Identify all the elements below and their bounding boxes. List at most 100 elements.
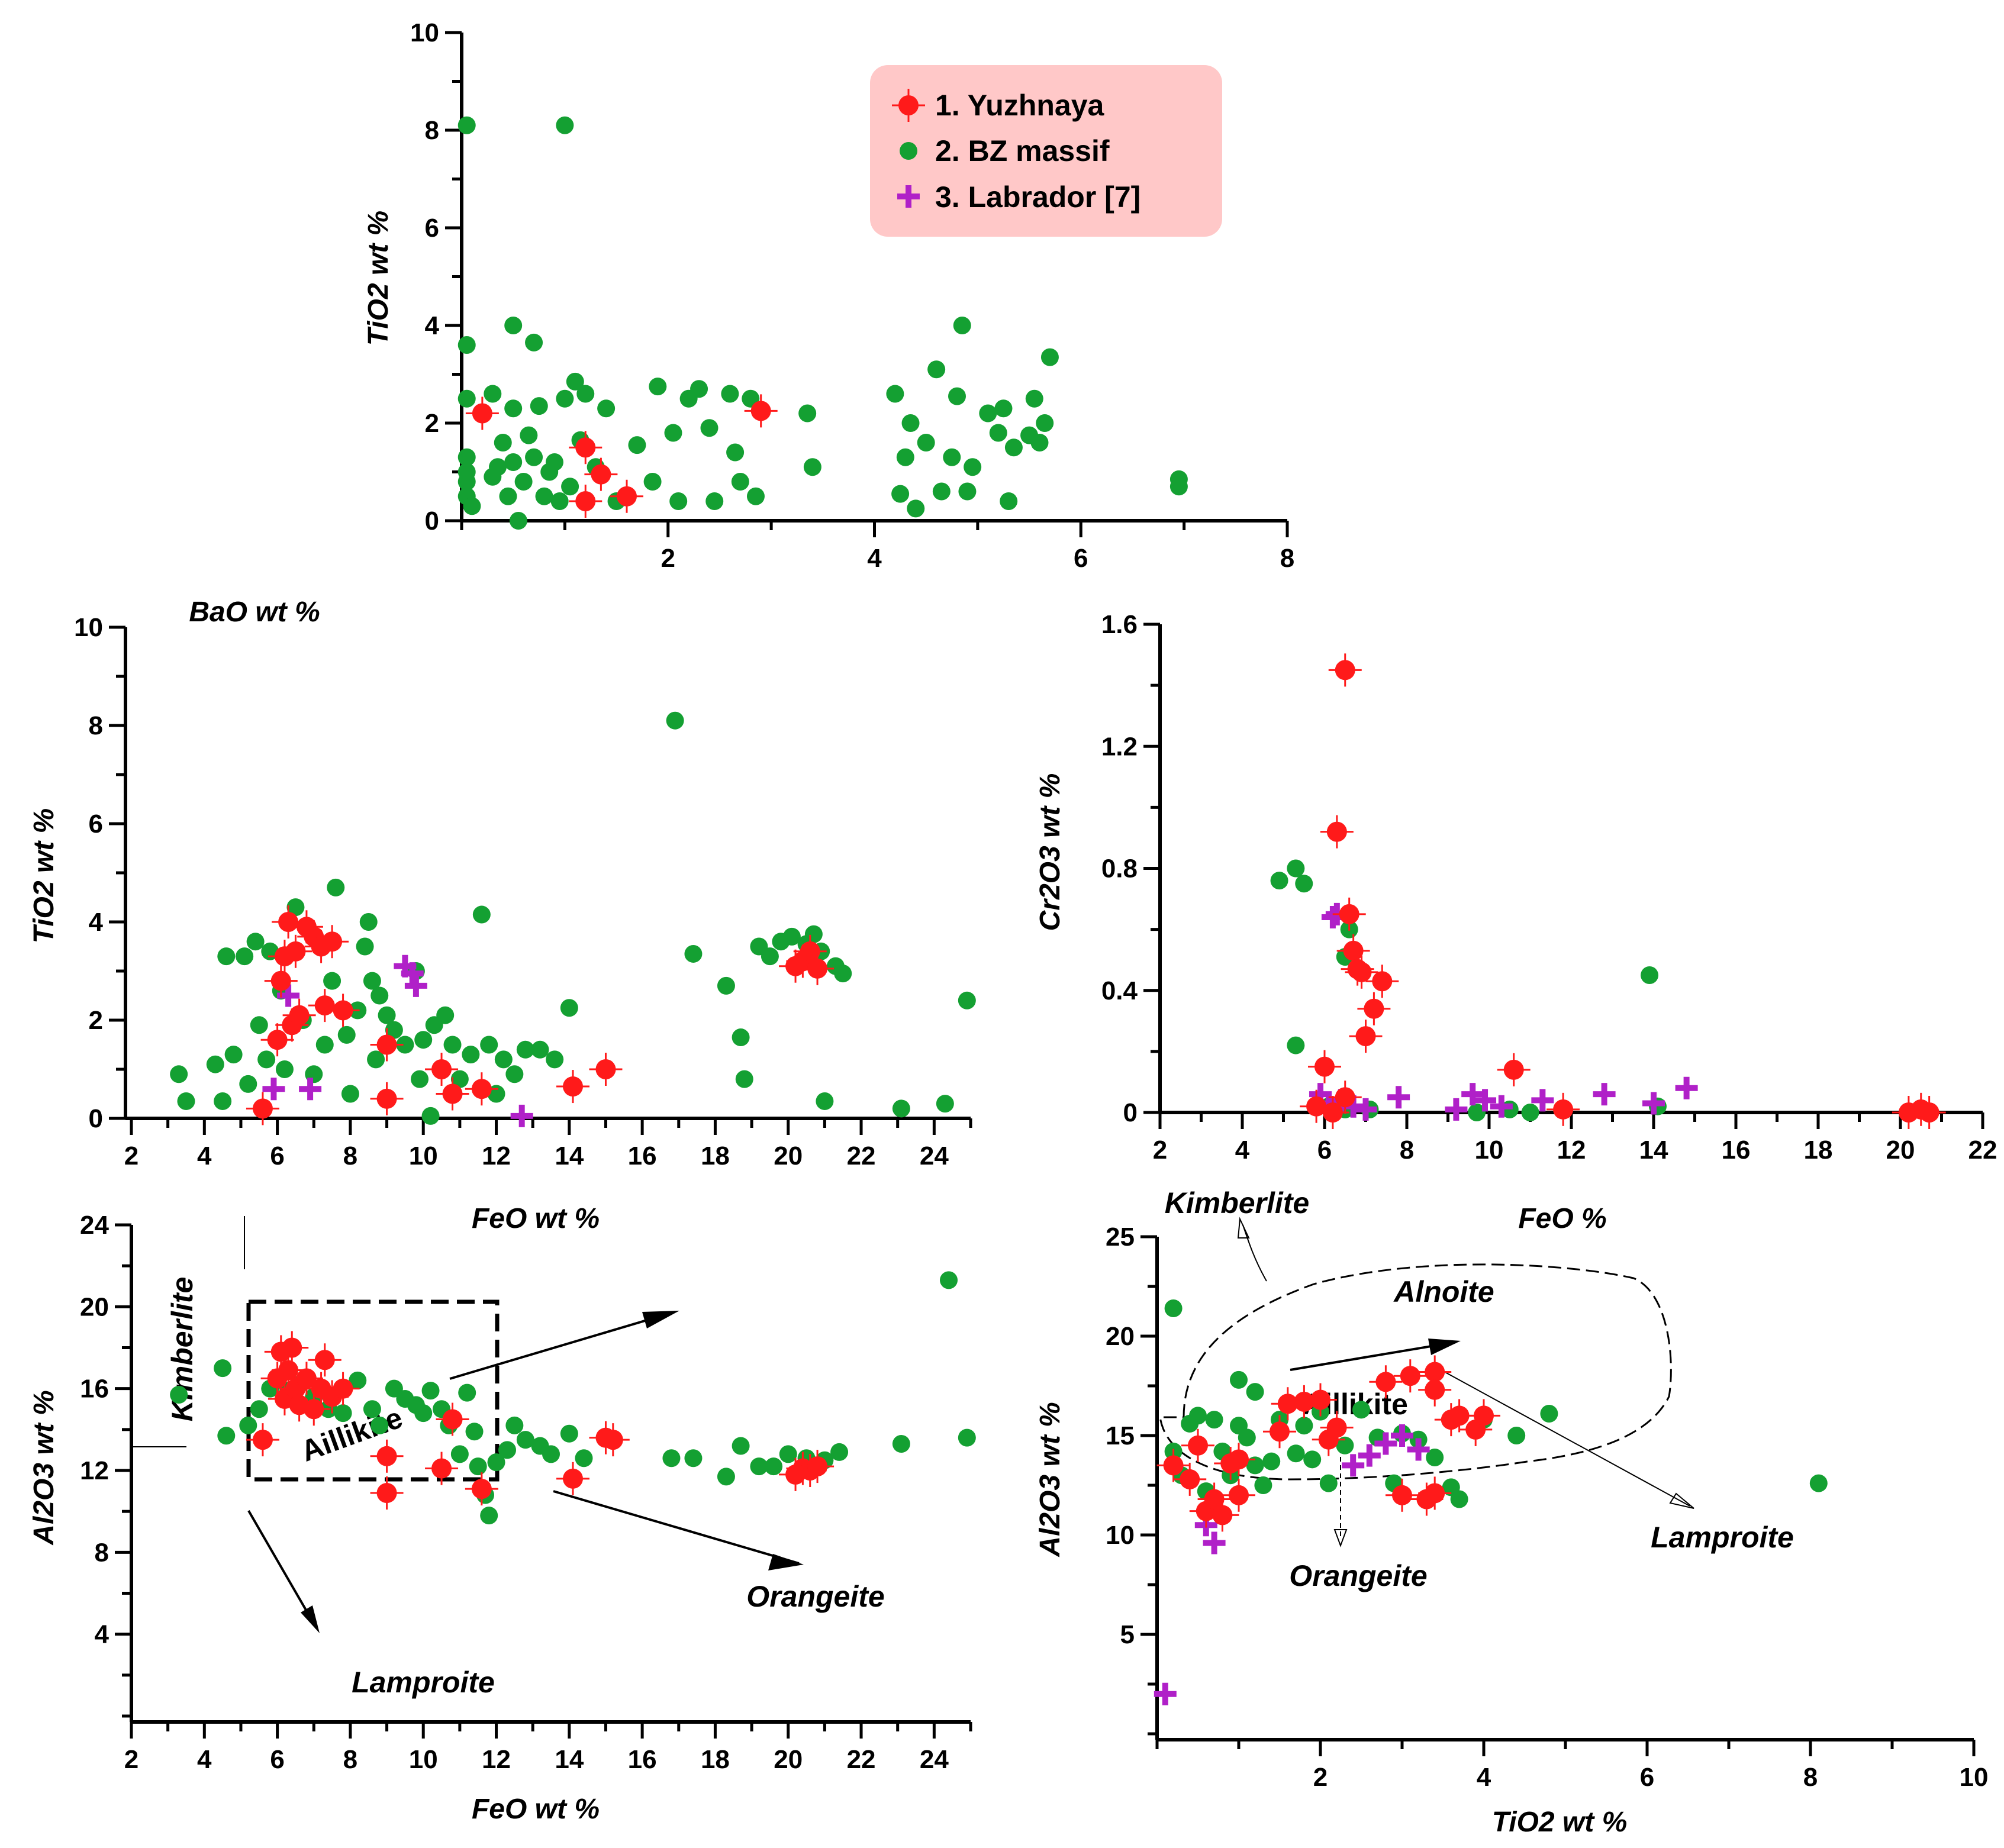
data-point-bz xyxy=(504,317,523,334)
axes: 2 4 6 8 10 5 10 15 20 25 xyxy=(1106,1223,1988,1792)
panel-feo-al2o3: FeO wt % Al2O3 wt % Kimberlite Aillikite… xyxy=(28,1211,976,1825)
data-point-bz xyxy=(958,991,976,1010)
data-point-bz xyxy=(721,385,739,403)
x-tick-label: 20 xyxy=(1886,1136,1915,1165)
data-point-yuzhnaya xyxy=(1365,965,1399,998)
data-point-yuzhnaya xyxy=(1547,1092,1580,1126)
legend-marker xyxy=(892,89,925,122)
data-point-bz xyxy=(994,399,1013,418)
data-point-labrador xyxy=(510,1104,533,1127)
y-tick-label: 5 xyxy=(1120,1620,1135,1649)
data-point-yuzhnaya xyxy=(610,479,643,513)
data-point-bz xyxy=(514,473,533,491)
x-axis-label: FeO wt % xyxy=(472,1203,600,1234)
x-tick-label: 6 xyxy=(1317,1136,1332,1165)
data-point-bz xyxy=(886,385,904,403)
x-tick-label: 6 xyxy=(1640,1763,1654,1792)
x-axis-label: TiO2 wt % xyxy=(1492,1807,1628,1838)
axes: 2 4 6 8 10 12 14 16 18 20 22 0 0.4 0.8 1.2 1.6 xyxy=(1101,610,1997,1165)
data-point-yuzhnaya xyxy=(308,1343,341,1377)
data-point-bz xyxy=(494,1050,513,1069)
data-point-yuzhnaya xyxy=(1304,1383,1337,1417)
data-point-yuzhnaya xyxy=(370,1082,404,1115)
data-point-bz xyxy=(546,1050,564,1069)
data-point-bz xyxy=(1540,1405,1558,1423)
data-point-bz xyxy=(378,1006,396,1024)
data-point-labrador xyxy=(1391,1424,1413,1447)
data-point-bz xyxy=(765,1457,783,1476)
data-point-bz xyxy=(516,1040,534,1059)
data-point-bz xyxy=(250,1016,268,1034)
x-tick-label: 4 xyxy=(197,1141,212,1170)
data-point-bz xyxy=(684,944,703,963)
data-point-bz xyxy=(1426,1448,1444,1466)
data-point-bz xyxy=(370,1416,389,1434)
x-tick-label: 4 xyxy=(197,1745,212,1774)
data-point-yuzhnaya xyxy=(1393,1359,1427,1393)
data-point-bz xyxy=(462,1046,480,1064)
x-tick-label: 20 xyxy=(774,1745,803,1774)
x-tick-label: 2 xyxy=(124,1141,138,1170)
data-point-bz xyxy=(732,1437,750,1455)
data-point-yuzhnaya xyxy=(1263,1415,1296,1449)
x-tick-label: 2 xyxy=(1313,1763,1328,1792)
panel-bao-tio2: BaO wt % TiO2 wt % 2 4 6 8 0 2 4 6 8 10 xyxy=(189,18,1294,628)
data-point-bz xyxy=(1040,348,1059,366)
data-point-bz xyxy=(457,448,476,466)
data-point-yuzhnaya xyxy=(1341,952,1374,986)
arrow-line xyxy=(553,1490,800,1565)
y-tick-label: 20 xyxy=(80,1292,109,1321)
series-bz xyxy=(1270,859,1667,1121)
data-point-bz xyxy=(669,492,688,510)
data-point-labrador xyxy=(1593,1083,1616,1106)
data-point-bz xyxy=(705,492,724,510)
series-yuzhnaya xyxy=(1156,1355,1500,1532)
y-tick-label: 24 xyxy=(80,1211,109,1240)
data-point-yuzhnaya xyxy=(1386,1478,1419,1512)
data-point-yuzhnaya xyxy=(1328,1081,1362,1114)
data-point-yuzhnaya xyxy=(1316,1096,1349,1129)
data-point-bz xyxy=(958,1428,976,1447)
data-point-bz xyxy=(717,976,735,995)
data-point-yuzhnaya xyxy=(272,1353,305,1387)
data-point-labrador xyxy=(404,974,427,997)
arrow-line xyxy=(1444,1371,1690,1507)
data-point-bz xyxy=(341,1085,359,1103)
data-point-bz xyxy=(576,385,595,403)
y-tick-label: 10 xyxy=(410,18,439,47)
x-tick-label: 6 xyxy=(270,1141,284,1170)
data-point-yuzhnaya xyxy=(801,952,835,985)
data-point-bz xyxy=(664,424,682,442)
legend-marker xyxy=(897,185,920,208)
x-tick-label: 10 xyxy=(409,1141,438,1170)
data-point-bz xyxy=(246,933,265,951)
data-point-labrador xyxy=(1490,1095,1513,1118)
data-point-bz xyxy=(1295,1417,1313,1435)
x-tick-label: 16 xyxy=(628,1141,657,1170)
y-axis-label: TiO2 wt % xyxy=(28,808,60,944)
data-point-yuzhnaya xyxy=(556,1070,589,1104)
data-point-labrador xyxy=(1474,1089,1497,1112)
data-point-bz xyxy=(1295,875,1313,893)
data-point-bz xyxy=(1468,1104,1486,1121)
y-tick-label: 4 xyxy=(425,311,440,340)
data-point-bz xyxy=(525,333,543,351)
legend-marker-yuzhnaya xyxy=(892,89,925,122)
data-point-bz xyxy=(1169,478,1188,496)
x-tick-label: 10 xyxy=(409,1745,438,1774)
annotation-orangeite: Orangeite xyxy=(746,1580,884,1613)
axes: 2 4 6 8 0 2 4 6 8 10 xyxy=(410,18,1294,573)
data-point-bz xyxy=(177,1092,195,1110)
data-point-yuzhnaya xyxy=(326,994,360,1027)
x-tick-label: 4 xyxy=(867,544,882,573)
data-point-bz xyxy=(170,1386,188,1404)
data-point-bz xyxy=(958,482,977,501)
y-tick-label: 20 xyxy=(1106,1322,1135,1351)
arrow-head xyxy=(1669,1492,1694,1509)
data-point-labrador xyxy=(299,1078,322,1101)
data-point-yuzhnaya xyxy=(589,1053,623,1086)
legend-marker xyxy=(900,142,917,160)
x-tick-label: 18 xyxy=(1804,1136,1833,1165)
